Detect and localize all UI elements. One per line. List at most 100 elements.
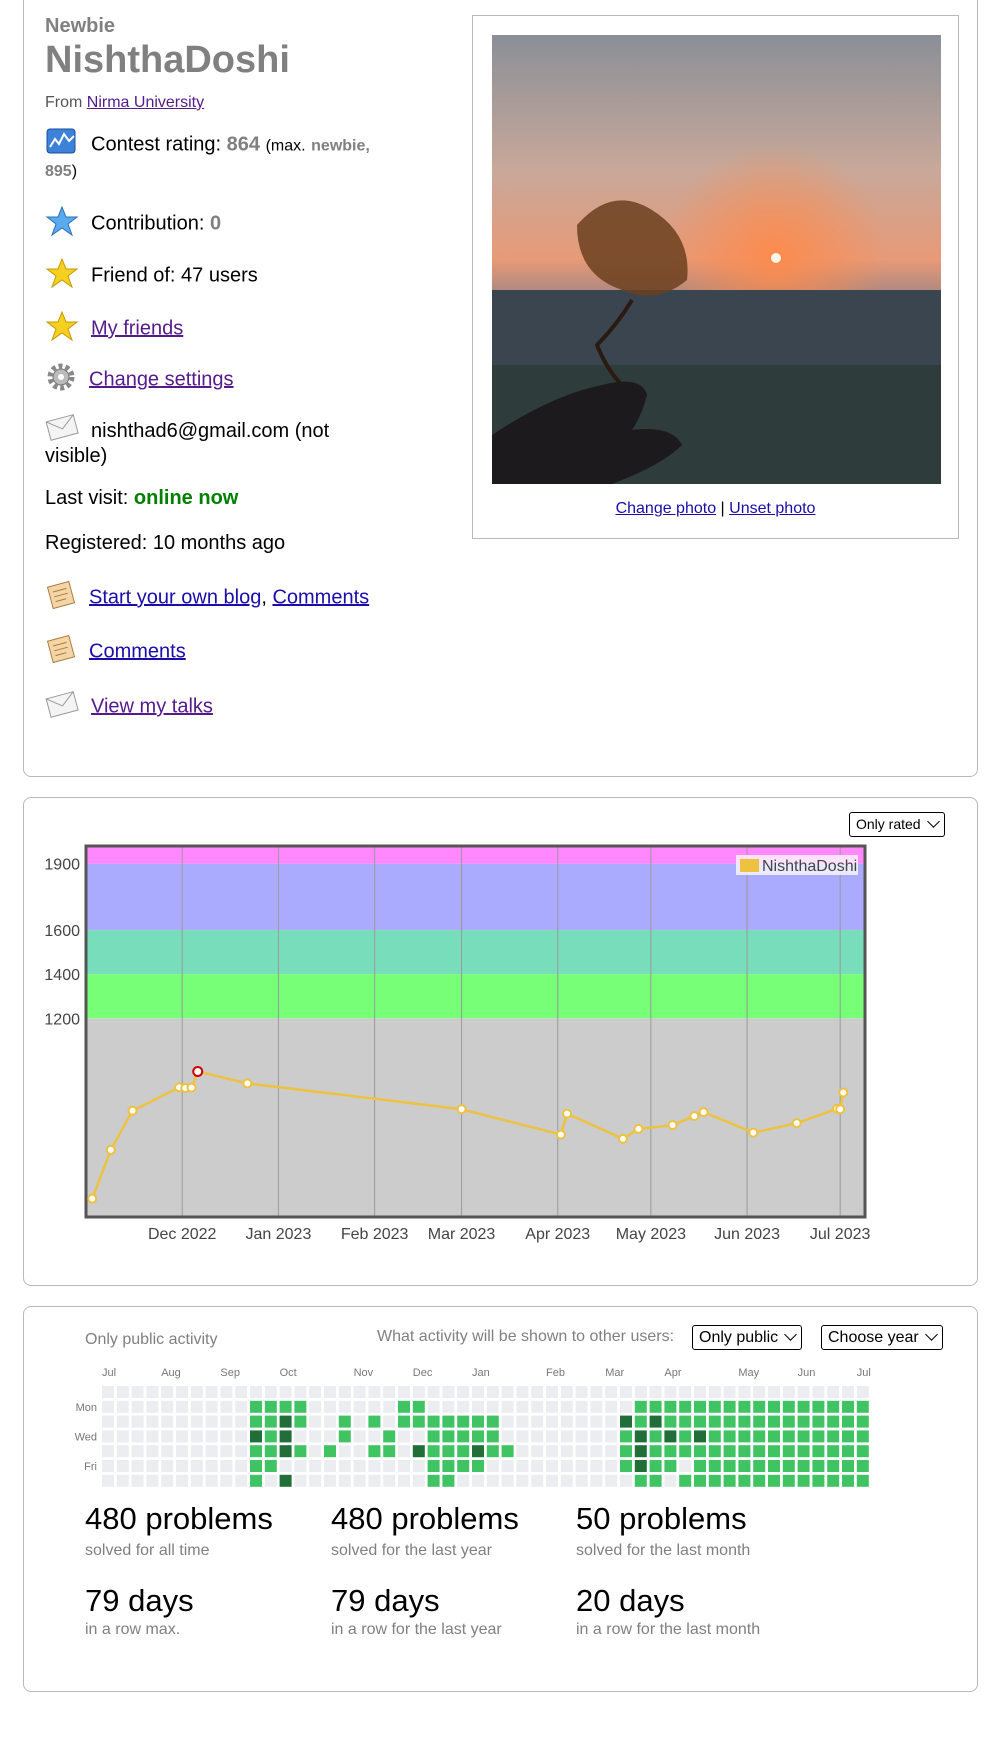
activity-cell[interactable] — [398, 1445, 410, 1458]
activity-cell[interactable] — [782, 1430, 795, 1443]
activity-cell[interactable] — [782, 1415, 795, 1428]
activity-cell[interactable] — [190, 1474, 203, 1487]
activity-cell[interactable] — [560, 1400, 573, 1413]
activity-cell[interactable] — [738, 1445, 751, 1458]
activity-cell[interactable] — [827, 1460, 840, 1472]
activity-cell[interactable] — [131, 1460, 144, 1472]
activity-cell[interactable] — [472, 1460, 484, 1472]
activity-cell[interactable] — [620, 1474, 632, 1487]
my-friends-link[interactable]: My friends — [91, 317, 184, 340]
activity-cell[interactable] — [486, 1400, 499, 1413]
activity-cell[interactable] — [442, 1400, 455, 1413]
activity-cell[interactable] — [486, 1386, 499, 1398]
activity-cell[interactable] — [812, 1430, 825, 1443]
activity-cell[interactable] — [679, 1445, 692, 1458]
activity-cell[interactable] — [161, 1415, 174, 1428]
activity-cell[interactable] — [442, 1430, 455, 1443]
rating-point[interactable] — [667, 1120, 678, 1131]
activity-cell[interactable] — [516, 1430, 529, 1443]
activity-cell[interactable] — [220, 1474, 233, 1487]
activity-cell[interactable] — [190, 1386, 203, 1398]
activity-cell[interactable] — [279, 1430, 292, 1443]
activity-cell[interactable] — [501, 1430, 514, 1443]
activity-cell[interactable] — [457, 1460, 470, 1472]
activity-cell[interactable] — [516, 1474, 529, 1487]
activity-cell[interactable] — [146, 1400, 159, 1413]
activity-cell[interactable] — [546, 1400, 558, 1413]
activity-cell[interactable] — [649, 1474, 662, 1487]
activity-cell[interactable] — [842, 1430, 854, 1443]
activity-cell[interactable] — [620, 1430, 632, 1443]
activity-cell[interactable] — [368, 1430, 381, 1443]
comments-link[interactable]: Comments — [272, 586, 370, 609]
activity-cell[interactable] — [827, 1445, 840, 1458]
activity-cell[interactable] — [575, 1386, 588, 1398]
activity-cell[interactable] — [116, 1460, 129, 1472]
activity-cell[interactable] — [279, 1474, 292, 1487]
activity-cell[interactable] — [368, 1400, 381, 1413]
activity-cell[interactable] — [190, 1415, 203, 1428]
activity-cell[interactable] — [131, 1430, 144, 1443]
activity-cell[interactable] — [649, 1430, 662, 1443]
activity-cell[interactable] — [768, 1460, 780, 1472]
activity-cell[interactable] — [146, 1430, 159, 1443]
activity-cell[interactable] — [738, 1400, 751, 1413]
activity-cell[interactable] — [797, 1474, 810, 1487]
activity-cell[interactable] — [531, 1460, 544, 1472]
activity-cell[interactable] — [412, 1474, 425, 1487]
activity-cell[interactable] — [368, 1460, 381, 1472]
activity-cell[interactable] — [842, 1386, 854, 1398]
activity-cell[interactable] — [102, 1386, 114, 1398]
activity-cell[interactable] — [427, 1400, 440, 1413]
activity-cell[interactable] — [205, 1400, 218, 1413]
activity-cell[interactable] — [842, 1474, 854, 1487]
activity-cell[interactable] — [398, 1415, 410, 1428]
activity-cell[interactable] — [605, 1474, 618, 1487]
activity-cell[interactable] — [590, 1430, 603, 1443]
activity-cell[interactable] — [324, 1474, 336, 1487]
activity-cell[interactable] — [708, 1430, 721, 1443]
activity-cell[interactable] — [486, 1474, 499, 1487]
activity-cell[interactable] — [131, 1415, 144, 1428]
activity-cell[interactable] — [782, 1400, 795, 1413]
activity-cell[interactable] — [856, 1386, 869, 1398]
activity-cell[interactable] — [827, 1430, 840, 1443]
activity-cell[interactable] — [442, 1445, 455, 1458]
activity-cell[interactable] — [620, 1386, 632, 1398]
activity-cell[interactable] — [442, 1415, 455, 1428]
max-rating-point[interactable] — [192, 1065, 204, 1077]
activity-cell[interactable] — [708, 1415, 721, 1428]
year-select[interactable]: Choose year — [821, 1325, 943, 1350]
rating-point[interactable] — [791, 1118, 802, 1129]
activity-cell[interactable] — [176, 1415, 188, 1428]
activity-cell[interactable] — [546, 1386, 558, 1398]
activity-cell[interactable] — [664, 1430, 677, 1443]
activity-cell[interactable] — [338, 1430, 351, 1443]
activity-cell[interactable] — [427, 1430, 440, 1443]
activity-cell[interactable] — [176, 1430, 188, 1443]
activity-cell[interactable] — [486, 1430, 499, 1443]
activity-cell[interactable] — [797, 1400, 810, 1413]
activity-cell[interactable] — [842, 1445, 854, 1458]
activity-cell[interactable] — [590, 1474, 603, 1487]
activity-cell[interactable] — [664, 1400, 677, 1413]
activity-cell[interactable] — [501, 1415, 514, 1428]
activity-cell[interactable] — [235, 1445, 248, 1458]
activity-cell[interactable] — [205, 1474, 218, 1487]
activity-cell[interactable] — [679, 1430, 692, 1443]
activity-cell[interactable] — [486, 1445, 499, 1458]
activity-cell[interactable] — [812, 1415, 825, 1428]
activity-cell[interactable] — [708, 1445, 721, 1458]
activity-cell[interactable] — [812, 1386, 825, 1398]
activity-cell[interactable] — [812, 1460, 825, 1472]
activity-cell[interactable] — [472, 1474, 484, 1487]
activity-cell[interactable] — [324, 1386, 336, 1398]
activity-cell[interactable] — [486, 1415, 499, 1428]
activity-cell[interactable] — [723, 1445, 736, 1458]
activity-cell[interactable] — [708, 1400, 721, 1413]
activity-cell[interactable] — [620, 1415, 632, 1428]
activity-cell[interactable] — [309, 1430, 322, 1443]
activity-cell[interactable] — [368, 1474, 381, 1487]
start-blog-link[interactable]: Start your own blog — [89, 586, 262, 609]
activity-cell[interactable] — [856, 1460, 869, 1472]
